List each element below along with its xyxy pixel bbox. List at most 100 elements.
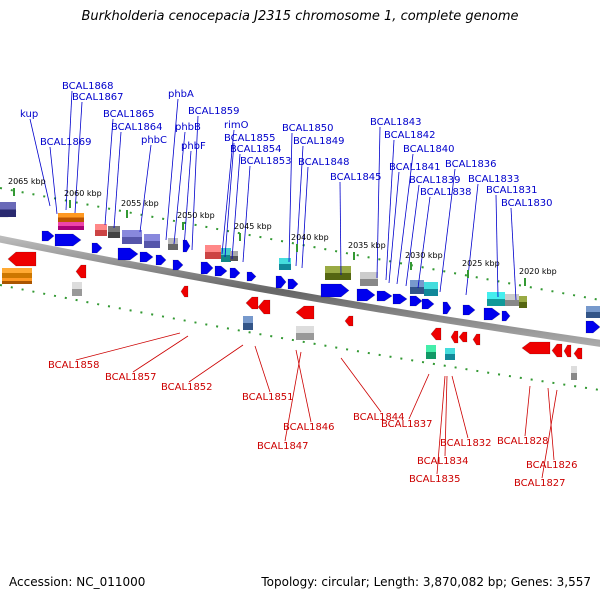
reverse-gene-leader: [340, 357, 382, 413]
feature-box-10: [230, 251, 238, 261]
reverse-gene-leader: [284, 351, 302, 442]
forward-gene-label: BCAL1833: [468, 174, 520, 185]
forward-gene-arrow-3: [91, 242, 103, 254]
forward-gene-leader: [224, 142, 235, 258]
forward-gene-leader: [183, 150, 192, 249]
forward-gene-label: BCAL1842: [384, 130, 436, 141]
forward-gene-label: BCAL1853: [240, 156, 292, 167]
feature-box-12: [325, 266, 351, 280]
scale-label: 2035 kbp: [348, 241, 386, 250]
forward-gene-label: BCAL1865: [103, 109, 155, 120]
forward-gene-leader: [301, 166, 309, 269]
feature-box-23: [243, 316, 253, 330]
feature-box-3: [95, 224, 107, 236]
forward-gene-arrow-17: [376, 290, 393, 302]
forward-gene-leader: [396, 153, 414, 285]
feature-box-18: [519, 296, 527, 308]
forward-gene-label: BCAL1869: [40, 137, 92, 148]
reverse-gene-arrow-5: [295, 305, 315, 320]
forward-gene-leader: [231, 153, 241, 260]
forward-gene-label: BCAL1843: [370, 117, 422, 128]
forward-gene-leader: [29, 118, 51, 207]
forward-gene-leader: [221, 129, 235, 255]
forward-gene-arrow-11: [229, 267, 241, 279]
forward-gene-leader: [49, 146, 58, 215]
reverse-gene-label: BCAL1851: [242, 392, 294, 403]
reverse-gene-leader: [436, 375, 446, 475]
backbone: [0, 235, 600, 347]
reverse-gene-label: BCAL1832: [440, 438, 492, 449]
forward-gene-label: phbF: [181, 141, 206, 152]
forward-gene-label: BCAL1838: [420, 187, 472, 198]
reverse-gene-leader: [75, 332, 181, 361]
forward-gene-arrow-16: [356, 288, 376, 302]
reverse-gene-arrow-10: [472, 333, 481, 346]
forward-gene-label: BCAL1859: [188, 106, 240, 117]
feature-box-4: [108, 226, 120, 238]
reverse-gene-label: BCAL1828: [497, 436, 549, 447]
forward-gene-leader: [405, 184, 420, 287]
forward-gene-leader: [288, 132, 293, 263]
forward-gene-leader: [65, 90, 73, 211]
forward-gene-leader: [417, 196, 431, 289]
forward-gene-leader: [104, 118, 114, 226]
feature-box-25: [426, 345, 436, 359]
forward-gene-label: kup: [20, 109, 38, 120]
forward-gene-arrow-9: [200, 261, 214, 275]
scale-label: 2030 kbp: [405, 251, 443, 260]
reverse-gene-label: BCAL1827: [514, 478, 566, 489]
reverse-gene-label: BCAL1844: [353, 412, 405, 423]
forward-gene-arrow-21: [442, 301, 452, 315]
forward-gene-arrow-24: [501, 310, 511, 322]
feature-box-13: [360, 272, 378, 286]
scale-label: 2065 kbp: [8, 177, 46, 186]
feature-box-24: [296, 326, 314, 340]
feature-box-8: [205, 245, 221, 259]
forward-gene-arrow-4: [117, 247, 139, 261]
map-title: Burkholderia cenocepacia J2315 chromosom…: [81, 9, 519, 24]
reverse-gene-arrow-11: [521, 341, 551, 355]
feature-box-11: [279, 258, 291, 270]
feature-box-14: [410, 280, 424, 294]
reverse-gene-arrow-0: [7, 251, 37, 267]
forward-gene-arrow-25: [585, 320, 600, 334]
reverse-gene-arrow-14: [573, 347, 583, 360]
reverse-gene-label: BCAL1847: [257, 441, 309, 452]
forward-gene-arrow-7: [172, 259, 184, 271]
forward-gene-arrow-15: [320, 283, 350, 298]
reverse-gene-leader: [254, 345, 271, 393]
forward-gene-arrow-6: [155, 254, 167, 266]
forward-gene-label: rimO: [224, 120, 249, 131]
forward-gene-label: BCAL1864: [111, 122, 163, 133]
reverse-gene-leader: [408, 373, 430, 420]
feature-box-16: [487, 292, 505, 306]
forward-gene-arrow-2: [54, 233, 82, 247]
forward-gene-label: BCAL1848: [298, 157, 350, 168]
reverse-gene-leader: [188, 344, 244, 383]
reverse-gene-leader: [132, 335, 189, 373]
feature-box-2: [58, 222, 84, 230]
feature-box-22: [72, 282, 82, 296]
forward-gene-leader: [339, 181, 342, 276]
reverse-gene-label: BCAL1852: [161, 382, 213, 393]
reverse-gene-arrow-2: [180, 285, 189, 298]
forward-gene-arrow-22: [462, 304, 476, 316]
feature-box-26: [445, 348, 455, 360]
reverse-gene-arrow-6: [344, 315, 354, 327]
feature-box-20: [2, 268, 32, 278]
reverse-gene-leader: [451, 375, 469, 439]
reverse-gene-arrow-4: [257, 299, 271, 315]
forward-gene-leader: [113, 131, 122, 229]
scale-label: 2020 kbp: [519, 267, 557, 276]
forward-gene-arrow-18: [392, 293, 408, 305]
reverse-gene-arrow-13: [563, 344, 572, 358]
forward-gene-label: BCAL1839: [409, 175, 461, 186]
reverse-gene-arrow-9: [458, 331, 468, 343]
forward-gene-leader: [510, 207, 517, 301]
reverse-gene-arrow-3: [245, 296, 259, 310]
scale-label: 2055 kbp: [121, 199, 159, 208]
forward-gene-leader: [242, 165, 251, 263]
reverse-gene-arrow-12: [551, 343, 563, 358]
scale-label: 2040 kbp: [291, 233, 329, 242]
forward-gene-label: BCAL1854: [230, 144, 282, 155]
